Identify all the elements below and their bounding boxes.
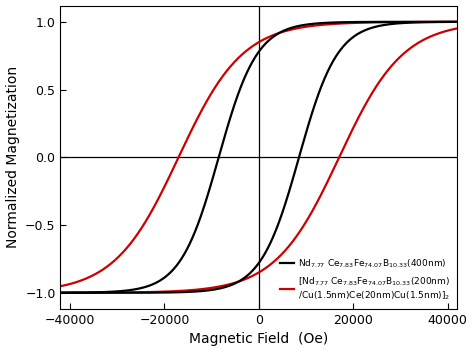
X-axis label: Magnetic Field  (Oe): Magnetic Field (Oe) (189, 332, 328, 346)
Y-axis label: Normalized Magnetization: Normalized Magnetization (6, 66, 19, 249)
Legend: Nd$_{7.77}$ Ce$_{7.83}$Fe$_{74.07}$B$_{10.33}$(400nm), [Nd$_{7.77}$ Ce$_{7.83}$F: Nd$_{7.77}$ Ce$_{7.83}$Fe$_{74.07}$B$_{1… (278, 254, 453, 304)
